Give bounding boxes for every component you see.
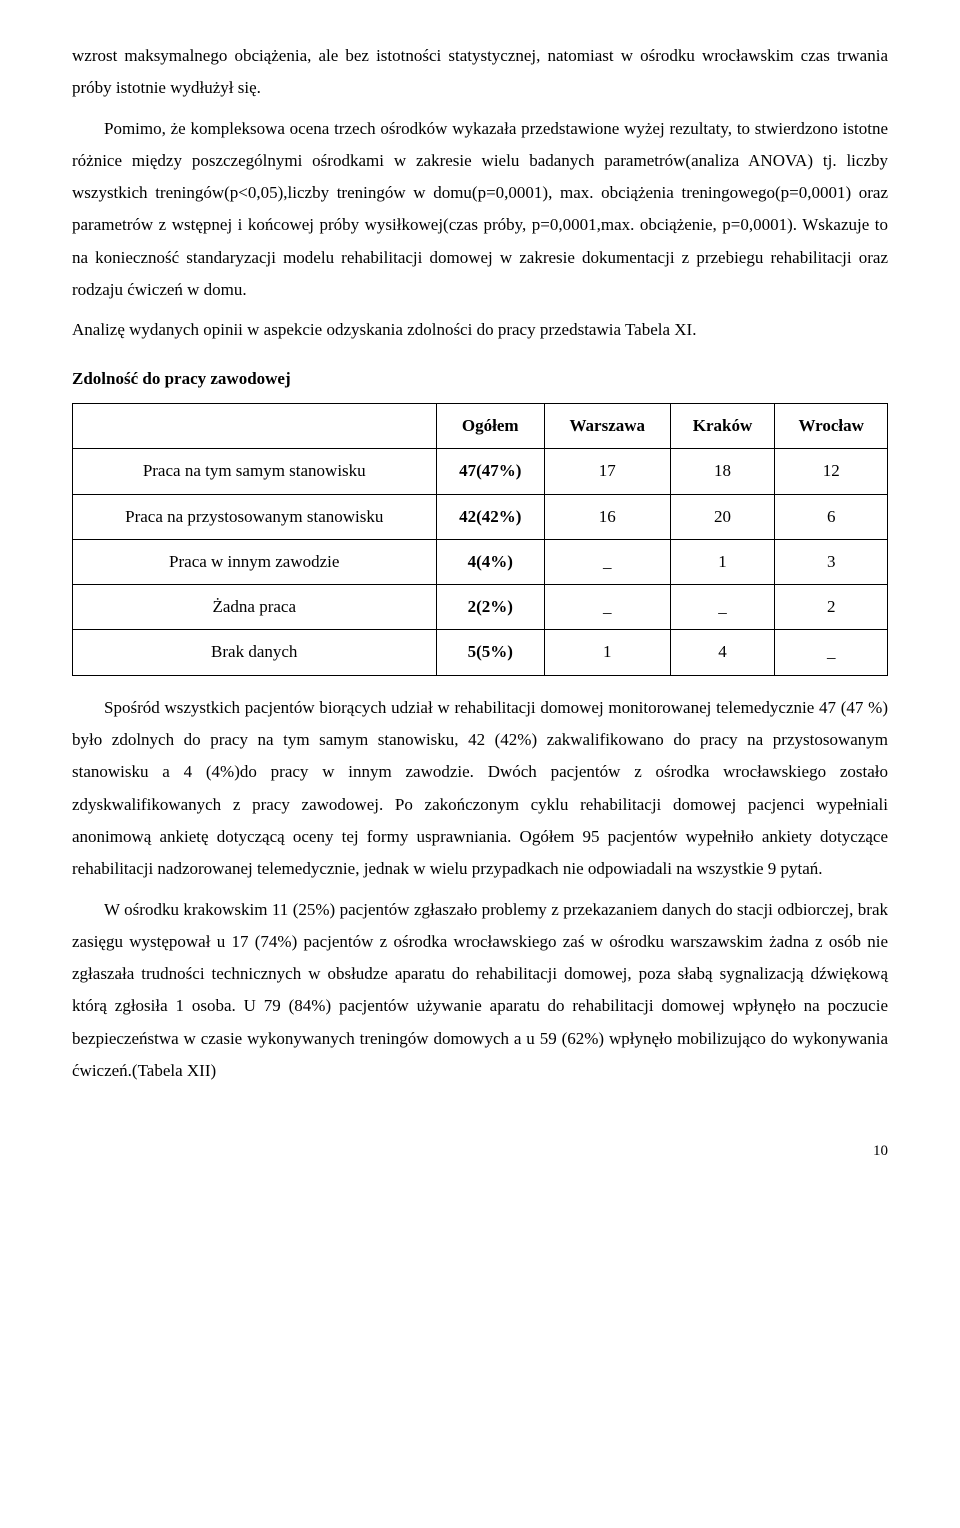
table-cell: _ [544, 539, 670, 584]
section-heading: Zdolność do pracy zawodowej [72, 363, 888, 395]
table-header-total: Ogółem [436, 403, 544, 448]
table-cell: 1 [544, 630, 670, 675]
paragraph-5: W ośrodku krakowskim 11 (25%) pacjentów … [72, 894, 888, 1088]
table-cell: 16 [544, 494, 670, 539]
table-cell: _ [544, 585, 670, 630]
paragraph-3: Analizę wydanych opinii w aspekcie odzys… [72, 314, 888, 346]
paragraph-2: Pomimo, że kompleksowa ocena trzech ośro… [72, 113, 888, 307]
table-row-label: Praca na tym samym stanowisku [73, 449, 437, 494]
table-cell: 42(42%) [436, 494, 544, 539]
table-cell: 17 [544, 449, 670, 494]
table-cell: _ [670, 585, 775, 630]
table-header-empty [73, 403, 437, 448]
table-row-label: Żadna praca [73, 585, 437, 630]
table-cell: 3 [775, 539, 888, 584]
table-cell: 20 [670, 494, 775, 539]
table-cell: 2 [775, 585, 888, 630]
table-row: Praca na przystosowanym stanowisku 42(42… [73, 494, 888, 539]
table-cell: 18 [670, 449, 775, 494]
table-cell: 4(4%) [436, 539, 544, 584]
paragraph-1: wzrost maksymalnego obciążenia, ale bez … [72, 40, 888, 105]
table-header-warsaw: Warszawa [544, 403, 670, 448]
table-row: Żadna praca 2(2%) _ _ 2 [73, 585, 888, 630]
table-cell: 1 [670, 539, 775, 584]
work-ability-table: Ogółem Warszawa Kraków Wrocław Praca na … [72, 403, 888, 676]
table-header-wroclaw: Wrocław [775, 403, 888, 448]
paragraph-4: Spośród wszystkich pacjentów biorących u… [72, 692, 888, 886]
table-row: Brak danych 5(5%) 1 4 _ [73, 630, 888, 675]
table-cell: 4 [670, 630, 775, 675]
table-row: Praca w innym zawodzie 4(4%) _ 1 3 [73, 539, 888, 584]
table-cell: 5(5%) [436, 630, 544, 675]
table-row-label: Brak danych [73, 630, 437, 675]
table-cell: 2(2%) [436, 585, 544, 630]
table-cell: 6 [775, 494, 888, 539]
table-cell: 47(47%) [436, 449, 544, 494]
table-header-krakow: Kraków [670, 403, 775, 448]
table-cell: 12 [775, 449, 888, 494]
table-row: Praca na tym samym stanowisku 47(47%) 17… [73, 449, 888, 494]
table-cell: _ [775, 630, 888, 675]
table-header-row: Ogółem Warszawa Kraków Wrocław [73, 403, 888, 448]
table-row-label: Praca w innym zawodzie [73, 539, 437, 584]
table-row-label: Praca na przystosowanym stanowisku [73, 494, 437, 539]
page-number: 10 [72, 1137, 888, 1166]
